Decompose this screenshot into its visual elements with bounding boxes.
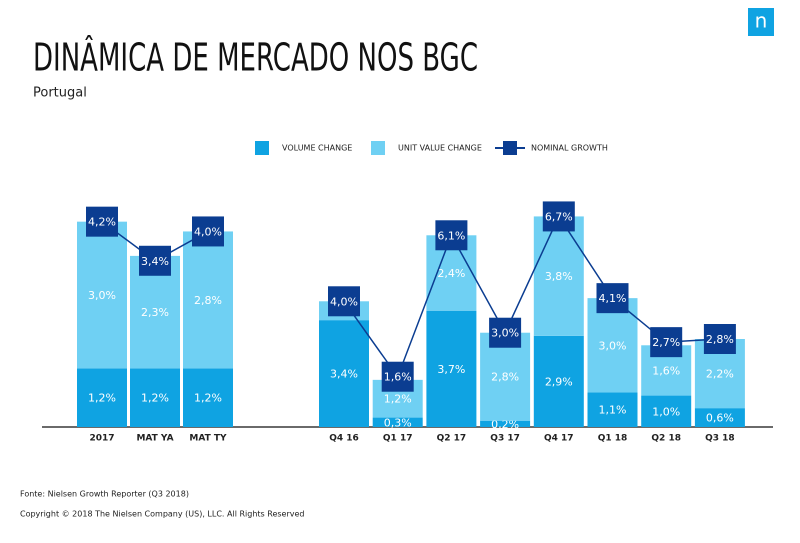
x-tick-label: 2017 xyxy=(89,434,114,444)
data-label: 3,0% xyxy=(88,289,116,302)
legend-swatch xyxy=(371,141,385,155)
data-label: 1,6% xyxy=(652,364,680,377)
line-label: 4,0% xyxy=(194,225,222,238)
source: Fonte: Nielsen Growth Reporter (Q3 2018) xyxy=(20,490,189,499)
bar-segment xyxy=(533,335,584,427)
line-label: 6,7% xyxy=(545,210,573,223)
x-tick-label: MAT TY xyxy=(189,434,227,444)
data-label: 1,0% xyxy=(652,405,680,418)
x-tick-label: Q2 17 xyxy=(437,434,467,444)
data-label: 2,9% xyxy=(545,375,573,388)
data-label: 2,8% xyxy=(491,371,519,384)
data-label: 1,2% xyxy=(384,393,412,406)
line-label: 2,8% xyxy=(706,333,734,346)
bar-segment xyxy=(372,417,423,427)
data-label: 3,8% xyxy=(545,270,573,283)
data-label: 3,7% xyxy=(437,363,465,376)
bar-segment xyxy=(641,395,692,427)
line-label: 1,6% xyxy=(384,371,412,384)
bar-segment xyxy=(480,420,531,427)
line-marker xyxy=(139,245,171,276)
data-label: 0,6% xyxy=(706,412,734,425)
legend-label: VOLUME CHANGE xyxy=(282,144,352,153)
data-label: 2,8% xyxy=(194,294,222,307)
bar-segment xyxy=(533,216,584,336)
data-label: 1,2% xyxy=(194,392,222,405)
data-label: 3,4% xyxy=(330,368,358,381)
line-marker xyxy=(596,283,629,314)
logo-box xyxy=(748,8,774,36)
line-marker xyxy=(381,361,414,392)
data-label: 1,2% xyxy=(88,392,116,405)
bar-segment xyxy=(183,231,233,369)
legend: VOLUME CHANGE UNIT VALUE CHANGE NOMINAL GR… xyxy=(255,141,608,155)
line-label: 4,0% xyxy=(330,295,358,308)
x-tick-label: MAT YA xyxy=(136,434,173,444)
legend-label: UNIT VALUE CHANGE xyxy=(398,144,482,153)
data-label: 2,4% xyxy=(437,267,465,280)
bar-segment xyxy=(587,392,638,427)
logo: n xyxy=(755,9,768,33)
line-label: 4,2% xyxy=(88,216,116,229)
line-label: 3,4% xyxy=(141,255,169,268)
bar-segment xyxy=(587,298,638,393)
x-tick-label: Q4 16 xyxy=(329,434,359,444)
bar-segment xyxy=(426,310,477,427)
line-marker xyxy=(86,206,118,237)
subtitle: Portugal xyxy=(33,86,87,101)
line-label: 3,0% xyxy=(491,327,519,340)
data-label: 1,2% xyxy=(141,392,169,405)
legend-swatch xyxy=(255,141,269,155)
x-tick-label: Q3 17 xyxy=(490,434,520,444)
bar-segment xyxy=(130,368,180,427)
x-tick-label: Q1 17 xyxy=(383,434,413,444)
title: DINÂMICA DE MERCADO NOS BGC xyxy=(33,36,478,80)
data-label: 3,0% xyxy=(599,339,627,352)
line-label: 2,7% xyxy=(652,336,680,349)
data-label: 2,3% xyxy=(141,306,169,319)
bar-segment xyxy=(694,408,745,427)
legend-swatch xyxy=(503,141,517,155)
line-marker xyxy=(489,317,522,348)
x-tick-label: Q1 18 xyxy=(598,434,628,444)
legend-label: NOMINAL GROWTH xyxy=(531,144,608,153)
bar-segment xyxy=(319,320,369,427)
line-label: 4,1% xyxy=(599,292,627,305)
data-label: 0,2% xyxy=(491,418,519,431)
line-marker xyxy=(542,201,575,232)
x-tick-label: Q4 17 xyxy=(544,434,574,444)
line-marker xyxy=(435,220,468,251)
data-label: 0,3% xyxy=(384,416,412,429)
bar-segment xyxy=(183,368,233,427)
bar-segment xyxy=(77,221,127,369)
data-label: 2,2% xyxy=(706,368,734,381)
line-marker xyxy=(328,286,360,317)
line-marker xyxy=(650,327,683,358)
data-label: 1,1% xyxy=(599,404,627,417)
bar-segment xyxy=(77,368,127,427)
line-marker xyxy=(703,324,736,354)
line-label: 6,1% xyxy=(437,229,465,242)
line-marker xyxy=(192,216,224,247)
x-tick-label: Q2 18 xyxy=(651,434,681,444)
x-tick-label: Q3 18 xyxy=(705,434,735,444)
copyright: Copyright © 2018 The Nielsen Company (US… xyxy=(20,510,304,519)
